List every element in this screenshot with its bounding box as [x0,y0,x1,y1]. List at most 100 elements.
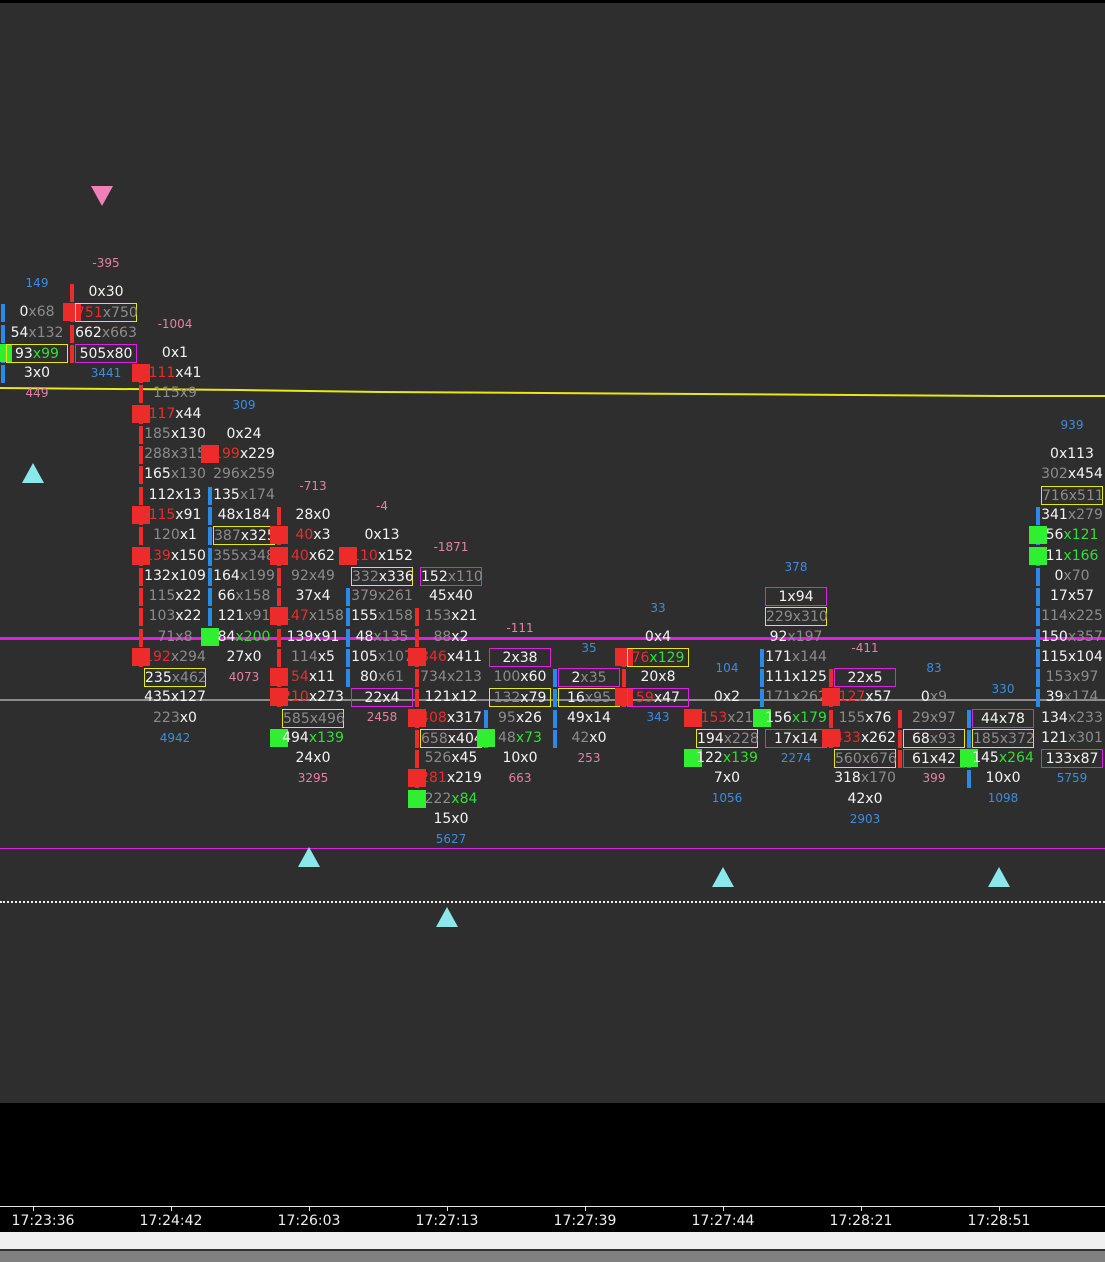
footprint-cell[interactable]: 56x121 [1041,526,1103,545]
footprint-cell[interactable]: 560x676 [834,749,897,769]
footprint-cell[interactable]: 22x4 [351,688,413,708]
footprint-cell[interactable]: 110x152 [351,547,413,566]
footprint-cell[interactable]: 346x411 [420,648,482,667]
footprint-cell[interactable]: 296x259 [213,465,275,484]
footprint-cell[interactable]: 112x13 [144,486,206,505]
footprint-cell[interactable]: 115x91 [144,506,206,525]
footprint-cell[interactable]: 20x8 [627,668,689,687]
footprint-cell[interactable]: 114x225 [1041,607,1103,626]
footprint-cell[interactable]: 171x144 [765,648,827,667]
footprint-cell[interactable]: 54x132 [6,324,68,343]
footprint-cell[interactable]: 153x21 [696,709,758,728]
footprint-cell[interactable]: 92x49 [282,567,344,586]
footprint-cell[interactable]: 387x325 [213,526,276,546]
footprint-cell[interactable]: 93x99 [6,343,68,363]
footprint-cell[interactable]: 103x22 [144,607,206,626]
footprint-cell[interactable]: 185x130 [144,425,206,444]
footprint-cell[interactable]: 139x91 [282,628,344,647]
footprint-cell[interactable]: 48x135 [351,628,413,647]
footprint-cell[interactable]: 150x357 [1041,628,1103,647]
footprint-cell[interactable]: 0x113 [1041,445,1103,464]
footprint-cell[interactable]: 54x11 [282,668,344,687]
footprint-cell[interactable]: 145x264 [972,749,1034,768]
footprint-cell[interactable]: 48x184 [213,506,275,525]
footprint-cell[interactable]: 194x228 [696,728,759,748]
footprint-cell[interactable]: 105x107 [351,648,413,667]
footprint-cell[interactable]: 0x70 [1041,567,1103,586]
footprint-cell[interactable]: 66x158 [213,587,275,606]
footprint-cell[interactable]: 288x315 [144,445,206,464]
footprint-cell[interactable]: 61x42 [903,749,965,769]
footprint-cell[interactable]: 115x9 [144,384,206,403]
footprint-cell[interactable]: 115x22 [144,587,206,606]
footprint-cell[interactable]: 662x663 [75,324,137,343]
footprint-cell[interactable]: 332x336 [351,566,414,586]
footprint-cell[interactable]: 42x0 [558,729,620,748]
footprint-cell[interactable]: 185x372 [972,728,1035,748]
footprint-cell[interactable]: 15x0 [420,810,482,829]
footprint-cell[interactable]: 7x0 [696,769,758,788]
footprint-cell[interactable]: 132x109 [144,567,206,586]
footprint-cell[interactable]: 111x41 [144,364,206,383]
footprint-cell[interactable]: 45x40 [420,587,482,606]
footprint-cell[interactable]: 229x310 [765,607,828,627]
footprint-cell[interactable]: 171x262 [765,688,827,707]
footprint-cell[interactable]: 17x14 [765,728,827,748]
footprint-cell[interactable]: 223x0 [144,709,206,728]
footprint-cell[interactable]: 127x57 [834,688,896,707]
footprint-cell[interactable]: 341x279 [1041,506,1103,525]
footprint-cell[interactable]: 114x5 [282,648,344,667]
footprint-cell[interactable]: 42x0 [834,790,896,809]
footprint-cell[interactable]: 379x261 [351,587,413,606]
footprint-cell[interactable]: 153x97 [1041,668,1103,687]
footprint-cell[interactable]: 48x73 [489,729,551,748]
footprint-cell[interactable]: 120x1 [144,526,206,545]
footprint-cell[interactable]: 76x129 [627,647,689,667]
footprint-cell[interactable]: 117x44 [144,405,206,424]
footprint-cell[interactable]: 139x150 [144,547,206,566]
footprint-cell[interactable]: 222x84 [420,790,482,809]
footprint-cell[interactable]: 0x24 [213,425,275,444]
time-axis[interactable]: 17:23:36 17:24:42 17:26:03 17:27:13 17:27:39… [0,1103,1105,1232]
footprint-cell[interactable]: 318x170 [834,769,896,788]
footprint-cell[interactable]: 147x158 [282,607,344,626]
footprint-cell[interactable]: 734x213 [420,668,482,687]
footprint-cell[interactable]: 658x404 [420,728,483,748]
footprint-cell[interactable]: 71x8 [144,628,206,647]
footprint-cell[interactable]: 152x110 [420,566,483,586]
footprint-cell[interactable]: 0x2 [696,688,758,707]
footprint-cell[interactable]: 0x68 [6,303,68,322]
footprint-cell[interactable]: 68x93 [903,728,965,748]
footprint-cell[interactable]: 0x9 [903,688,965,707]
footprint-chart[interactable]: 0x68 54x132 93x99 3x0 149 449 0x30 751x750 662x6… [0,3,1105,1103]
footprint-cell[interactable]: 95x26 [489,709,551,728]
footprint-cell[interactable]: 10x0 [489,749,551,768]
footprint-cell[interactable]: 210x273 [282,688,344,707]
footprint-cell[interactable]: 80x61 [351,668,413,687]
footprint-cell[interactable]: 433x262 [834,729,896,748]
footprint-cell[interactable]: 40x62 [282,547,344,566]
footprint-cell[interactable]: 408x317 [420,709,482,728]
footprint-cell[interactable]: 302x454 [1041,465,1103,484]
footprint-cell[interactable]: 505x80 [75,343,137,363]
footprint-cell[interactable]: 28x0 [282,506,344,525]
footprint-cell[interactable]: 22x5 [834,668,896,688]
footprint-cell[interactable]: 11x166 [1041,547,1103,566]
footprint-cell[interactable]: 92x197 [765,628,827,647]
footprint-cell[interactable]: 88x2 [420,628,482,647]
footprint-cell[interactable]: 0x13 [351,526,413,545]
footprint-cell[interactable]: 39x174 [1041,688,1103,707]
footprint-cell[interactable]: 100x60 [489,668,551,687]
footprint-cell[interactable]: 0x1 [144,344,206,363]
footprint-cell[interactable]: 29x97 [903,709,965,728]
footprint-cell[interactable]: 37x4 [282,587,344,606]
footprint-cell[interactable]: 135x174 [213,486,275,505]
footprint-cell[interactable]: 526x45 [420,749,482,768]
footprint-cell[interactable]: 156x179 [765,709,827,728]
footprint-cell[interactable]: 3x0 [6,364,68,383]
footprint-cell[interactable]: 122x139 [696,749,758,768]
footprint-cell[interactable]: 0x4 [627,628,689,647]
footprint-cell[interactable]: 121x91 [213,607,275,626]
footprint-cell[interactable]: 199x229 [213,445,275,464]
footprint-cell[interactable]: 494x139 [282,729,344,748]
